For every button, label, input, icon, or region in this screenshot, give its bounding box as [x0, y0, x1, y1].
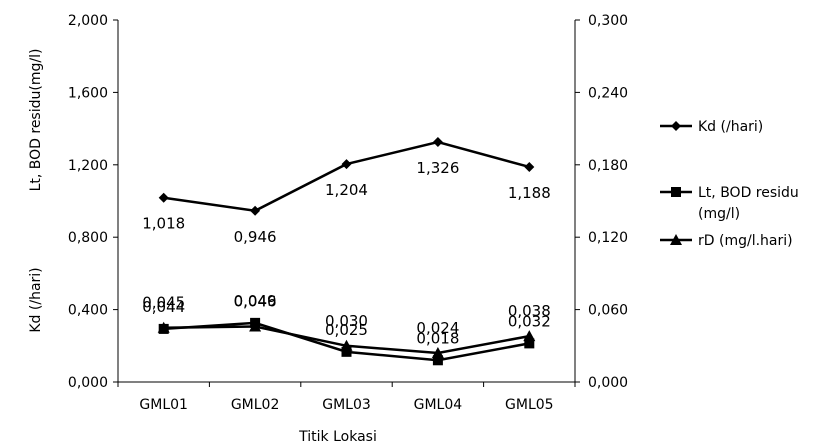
data-labels: 1,018 0,946 1,204 1,326 1,188 0,044 0,049 0,025…: [142, 159, 551, 347]
legend-item-kd: Kd (/hari): [660, 119, 763, 135]
data-label: 1,204: [325, 181, 368, 199]
square-marker: [432, 355, 443, 366]
data-label: 0,025: [325, 321, 368, 339]
data-label: 0,049: [234, 292, 277, 310]
left-tick-label: 1,200: [68, 158, 108, 174]
triangle-marker: [523, 330, 536, 342]
y-axis-title-bottom: Kd (/hari): [28, 267, 44, 332]
triangle-marker: [249, 320, 262, 332]
legend-label-kd: Kd (/hari): [698, 119, 763, 135]
data-label: 0,946: [234, 228, 277, 246]
series-line: [163, 140, 530, 213]
data-label: 0,018: [416, 329, 459, 347]
left-tick-label: 0,000: [68, 375, 108, 391]
diamond-marker: [524, 161, 535, 172]
data-label: 0,044: [142, 298, 185, 316]
diamond-marker: [158, 192, 169, 203]
legend-label-rd: rD (mg/l.hari): [698, 233, 793, 249]
square-marker: [524, 338, 535, 349]
right-tick-label: 0,240: [588, 85, 628, 101]
y-axis-title-top: Lt, BOD residu(mg/l): [28, 49, 44, 192]
data-label: 0,030: [325, 312, 368, 330]
left-tick-label: 1,600: [68, 85, 108, 101]
legend: Kd (/hari) Lt, BOD residu (mg/l) rD (mg/…: [660, 119, 799, 249]
data-label: 1,018: [142, 215, 185, 233]
diamond-marker: [341, 159, 352, 170]
right-tick-label: 0,060: [588, 303, 628, 319]
square-marker: [341, 346, 352, 357]
x-tick-label: GML02: [231, 397, 280, 413]
data-label: 0,024: [416, 319, 459, 337]
right-tick-label: 0,180: [588, 158, 628, 174]
legend-item-rd: rD (mg/l.hari): [660, 233, 793, 249]
right-tick-label: 0,000: [588, 375, 628, 391]
legend-label-lt-line2: (mg/l): [698, 206, 740, 222]
right-tick-label: 0,300: [588, 13, 628, 29]
left-tick-label: 2,000: [68, 13, 108, 29]
legend-diamond-icon: [671, 121, 681, 131]
left-tick-label: 0,400: [68, 303, 108, 319]
x-tick-label: GML01: [139, 397, 188, 413]
diamond-marker: [432, 136, 443, 147]
triangle-marker: [340, 339, 353, 351]
triangle-marker: [157, 321, 170, 333]
data-label: 0,038: [508, 302, 551, 320]
data-label: 0,046: [234, 292, 277, 310]
x-tick-label: GML05: [505, 397, 554, 413]
x-axis-title: Titik Lokasi: [298, 429, 377, 445]
x-tick-label: GML04: [414, 397, 463, 413]
triangle-marker: [431, 347, 444, 359]
data-label: 1,326: [416, 159, 459, 177]
legend-label-lt-line1: Lt, BOD residu: [698, 185, 799, 201]
diamond-marker: [250, 205, 261, 216]
legend-square-icon: [671, 187, 681, 197]
left-tick-label: 0,800: [68, 230, 108, 246]
data-label: 1,188: [508, 184, 551, 202]
right-tick-label: 0,120: [588, 230, 628, 246]
right-y-ticks: 0,000 0,060 0,120 0,180 0,240 0,300: [575, 13, 628, 391]
x-tick-label: GML03: [322, 397, 371, 413]
data-label: 0,032: [508, 312, 551, 330]
x-ticks: GML01 GML02 GML03 GML04 GML05: [117, 382, 576, 413]
data-label: 0,045: [142, 294, 185, 312]
left-y-ticks: 0,000 0,400 0,800 1,200 1,600 2,000: [68, 13, 118, 391]
legend-item-lt: Lt, BOD residu (mg/l): [660, 185, 799, 222]
series-layer: [157, 136, 536, 366]
legend-triangle-icon: [670, 234, 682, 245]
